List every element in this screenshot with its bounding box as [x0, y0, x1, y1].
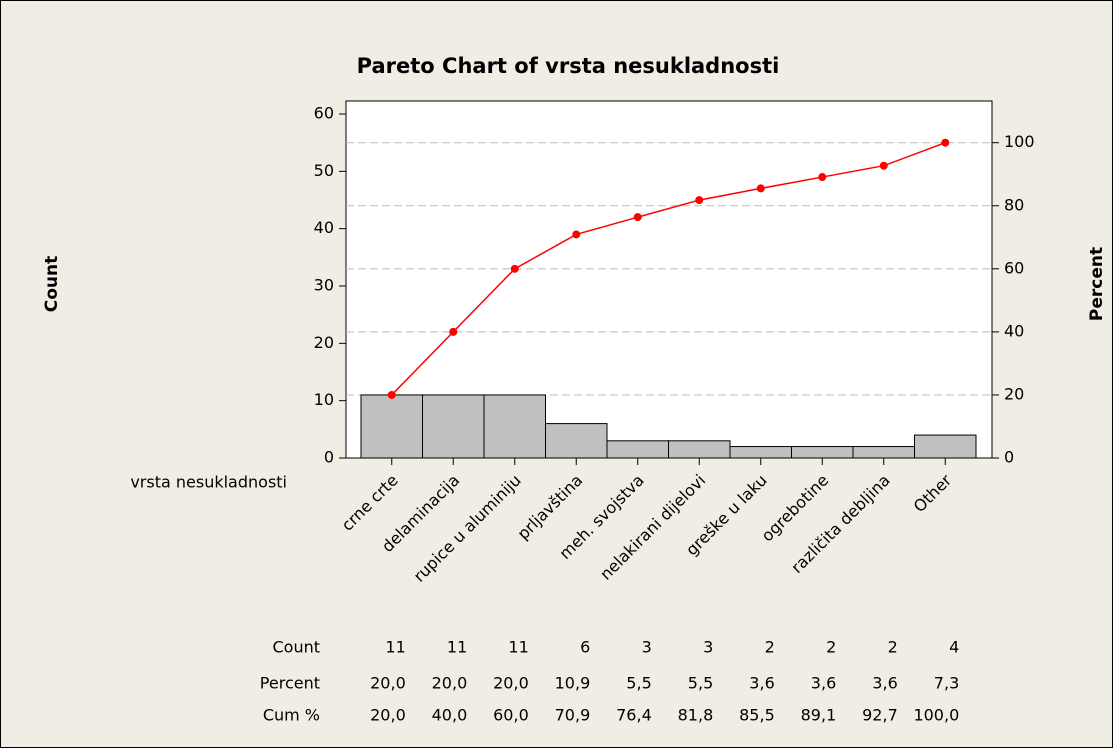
- x-axis-label: vrsta nesukladnosti: [130, 473, 287, 492]
- y2-tick-label: 80: [1004, 195, 1024, 214]
- table-value: 10,9: [555, 674, 591, 693]
- cumulative-point: [449, 327, 458, 336]
- bar: [729, 446, 792, 459]
- table-value: 40,0: [432, 706, 468, 725]
- bar: [483, 394, 546, 459]
- table-value: 76,4: [616, 706, 652, 725]
- y-tick-label: 20: [314, 333, 334, 352]
- table-value: 81,8: [678, 706, 714, 725]
- table-value: 2: [765, 638, 775, 657]
- y-tick-label: 50: [314, 161, 334, 180]
- table-value: 89,1: [801, 706, 837, 725]
- chart-title: Pareto Chart of vrsta nesukladnosti: [357, 54, 780, 78]
- table-value: 3,6: [749, 674, 774, 693]
- table-value: 20,0: [370, 706, 406, 725]
- table-value: 3,6: [872, 674, 897, 693]
- table-value: 60,0: [493, 706, 529, 725]
- y-tick-label: 30: [314, 276, 334, 295]
- table-value: 100,0: [913, 706, 959, 725]
- cumulative-point: [756, 184, 765, 193]
- table-value: 5,5: [688, 674, 713, 693]
- cumulative-point: [879, 161, 888, 170]
- table-value: 92,7: [862, 706, 898, 725]
- table-row-label: Count: [272, 638, 320, 657]
- y2-tick-label: 100: [1004, 132, 1035, 151]
- y2-tick-label: 60: [1004, 258, 1024, 277]
- cumulative-point: [387, 390, 396, 399]
- y-tick-label: 40: [314, 218, 334, 237]
- table-value: 20,0: [493, 674, 529, 693]
- table-value: 85,5: [739, 706, 775, 725]
- cumulative-point: [695, 196, 704, 205]
- bar: [791, 446, 854, 459]
- table-value: 11: [508, 638, 528, 657]
- table-value: 20,0: [432, 674, 468, 693]
- table-value: 3: [642, 638, 652, 657]
- bar: [914, 434, 977, 459]
- table-value: 5,5: [626, 674, 651, 693]
- bar: [668, 440, 731, 459]
- y-tick-label: 60: [314, 104, 334, 123]
- table-value: 11: [385, 638, 405, 657]
- table-value: 3: [703, 638, 713, 657]
- table-value: 11: [447, 638, 467, 657]
- bar: [606, 440, 669, 459]
- table-value: 70,9: [555, 706, 591, 725]
- table-row-label: Cum %: [263, 706, 320, 725]
- table-value: 20,0: [370, 674, 406, 693]
- cumulative-point: [633, 213, 642, 222]
- table-value: 2: [888, 638, 898, 657]
- y-axis-label: Count: [42, 256, 62, 313]
- y2-tick-label: 40: [1004, 321, 1024, 340]
- bar: [852, 446, 915, 459]
- table-value: 3,6: [811, 674, 836, 693]
- cumulative-point: [510, 264, 519, 273]
- table-value: 6: [580, 638, 590, 657]
- cumulative-point: [941, 138, 950, 147]
- table-value: 2: [826, 638, 836, 657]
- y2-tick-label: 20: [1004, 384, 1024, 403]
- bar: [422, 394, 485, 459]
- y2-axis-label: Percent: [1087, 247, 1107, 321]
- cumulative-point: [818, 173, 827, 182]
- cumulative-point: [572, 230, 581, 239]
- table-value: 4: [949, 638, 959, 657]
- table-row-label: Percent: [260, 674, 320, 693]
- bar: [545, 423, 608, 459]
- y2-tick-label: 0: [1004, 448, 1014, 467]
- bar: [360, 394, 423, 459]
- table-value: 7,3: [934, 674, 959, 693]
- y-tick-label: 0: [324, 448, 334, 467]
- cumulative-line: [391, 141, 946, 396]
- y-tick-label: 10: [314, 390, 334, 409]
